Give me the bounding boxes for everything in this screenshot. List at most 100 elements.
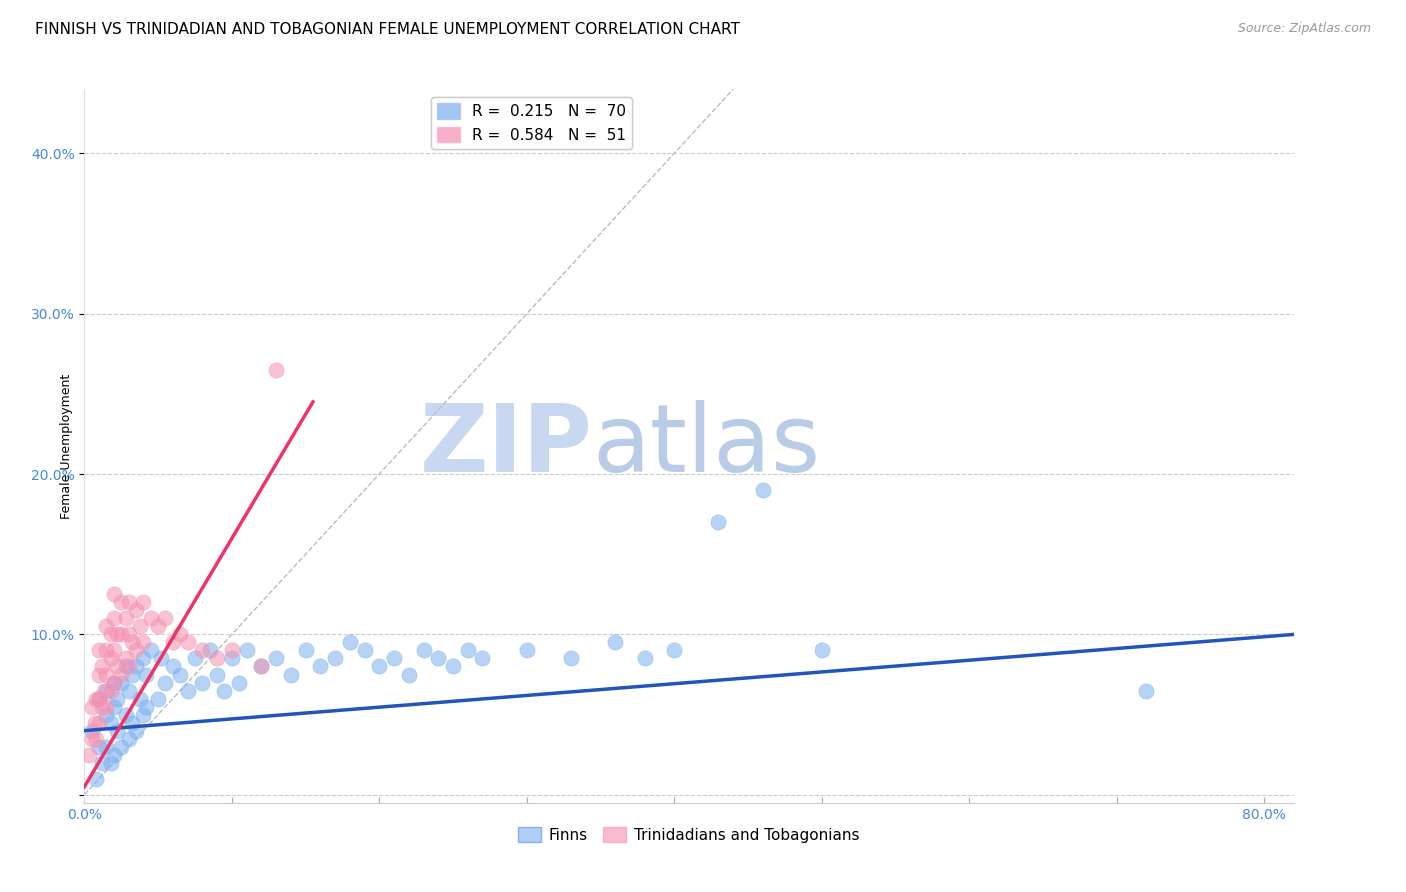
Point [84, 691, 107, 706]
Point [191, 643, 214, 657]
Point [83, 715, 105, 730]
Point [117, 595, 139, 609]
Point [169, 667, 191, 681]
Point [228, 675, 250, 690]
Point [125, 643, 148, 657]
Point [125, 603, 148, 617]
Point [560, 651, 582, 665]
Point [250, 659, 273, 673]
Point [176, 683, 198, 698]
Point [353, 643, 375, 657]
Point [77, 747, 100, 762]
Point [184, 651, 207, 665]
Point [135, 667, 157, 681]
Point [634, 651, 657, 665]
Point [84, 772, 107, 786]
Legend: Finns, Trinidadians and Tobagonians: Finns, Trinidadians and Tobagonians [512, 821, 866, 848]
Point [516, 643, 538, 657]
Point [398, 667, 420, 681]
Point [132, 651, 155, 665]
Point [132, 595, 155, 609]
Point [117, 731, 139, 746]
Point [309, 659, 332, 673]
Point [103, 643, 125, 657]
Point [100, 715, 122, 730]
Point [751, 483, 773, 497]
Point [114, 659, 136, 673]
Point [264, 651, 287, 665]
Point [80, 723, 103, 738]
Point [100, 627, 122, 641]
Point [110, 595, 132, 609]
Point [114, 707, 136, 722]
Point [103, 611, 125, 625]
Point [96, 707, 118, 722]
Point [214, 683, 236, 698]
Point [100, 651, 122, 665]
Point [155, 675, 177, 690]
Point [100, 683, 122, 698]
Point [96, 619, 118, 633]
Point [176, 635, 198, 649]
Point [117, 627, 139, 641]
Point [135, 699, 157, 714]
Point [125, 723, 148, 738]
Point [412, 643, 434, 657]
Point [103, 747, 125, 762]
Point [427, 651, 450, 665]
Text: Source: ZipAtlas.com: Source: ZipAtlas.com [1237, 22, 1371, 36]
Point [80, 731, 103, 746]
Point [205, 651, 228, 665]
Point [105, 659, 128, 673]
Point [100, 756, 122, 770]
Point [103, 699, 125, 714]
Point [264, 363, 287, 377]
Point [121, 635, 143, 649]
Point [235, 643, 257, 657]
Point [198, 643, 221, 657]
Point [117, 683, 139, 698]
Point [294, 643, 316, 657]
Point [323, 651, 346, 665]
Point [103, 675, 125, 690]
Point [707, 515, 730, 529]
Point [87, 667, 110, 681]
Point [457, 643, 479, 657]
Point [91, 756, 114, 770]
Point [139, 643, 162, 657]
Point [162, 659, 184, 673]
Point [105, 723, 128, 738]
Point [382, 651, 405, 665]
Point [84, 731, 107, 746]
Point [605, 635, 627, 649]
Text: ZIP: ZIP [419, 400, 592, 492]
Point [87, 715, 110, 730]
Point [155, 611, 177, 625]
Point [121, 667, 143, 681]
Point [150, 651, 173, 665]
Point [96, 667, 118, 681]
Point [110, 739, 132, 754]
Point [96, 699, 118, 714]
Point [139, 611, 162, 625]
Y-axis label: Female Unemployment: Female Unemployment [60, 374, 73, 518]
Point [91, 699, 114, 714]
Point [110, 675, 132, 690]
Point [162, 635, 184, 649]
Point [114, 651, 136, 665]
Point [91, 659, 114, 673]
Point [471, 651, 494, 665]
Point [146, 619, 169, 633]
Point [339, 635, 361, 649]
Point [125, 659, 148, 673]
Point [810, 643, 832, 657]
Point [368, 659, 391, 673]
Point [129, 691, 152, 706]
Point [103, 587, 125, 601]
Point [121, 715, 143, 730]
Text: atlas: atlas [592, 400, 821, 492]
Point [169, 627, 191, 641]
Point [132, 635, 155, 649]
Point [87, 643, 110, 657]
Point [103, 675, 125, 690]
